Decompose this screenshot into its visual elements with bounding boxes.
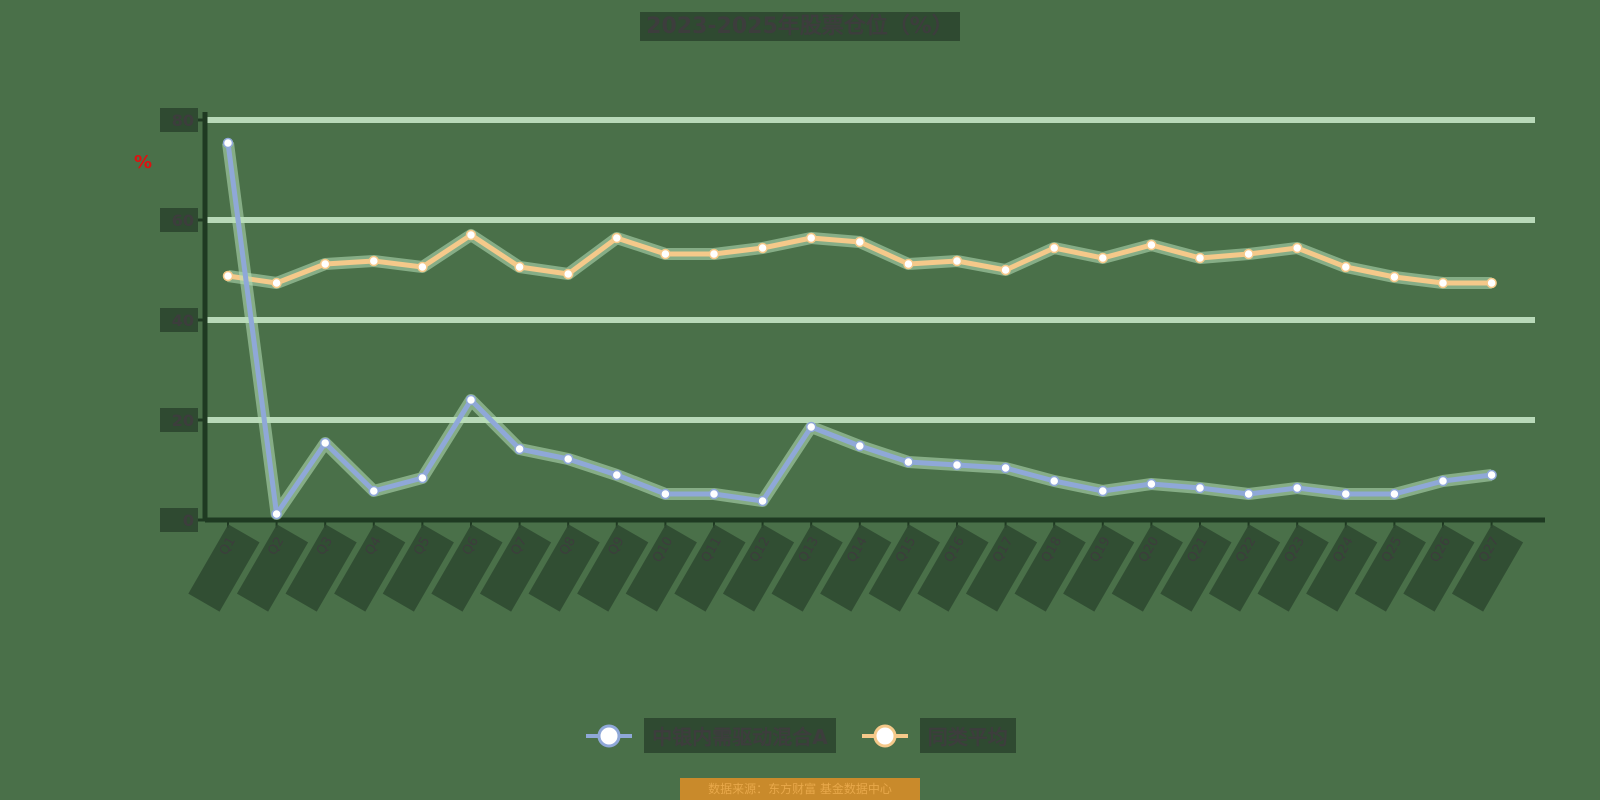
data-point[interactable]	[271, 508, 282, 520]
x-tick-label: Q10	[625, 524, 697, 612]
data-point[interactable]	[757, 495, 768, 507]
data-point[interactable]	[1097, 252, 1109, 264]
legend: 中银内需驱动混合A 同类平均	[0, 718, 1600, 753]
data-point[interactable]	[611, 232, 623, 244]
data-source-footer: 数据来源：东方财富 基金数据中心	[680, 778, 920, 800]
x-tick-label: Q1	[188, 524, 260, 612]
y-tick-label: 20	[172, 411, 194, 430]
legend-marker-average-icon	[861, 724, 908, 747]
data-point[interactable]	[514, 443, 525, 455]
x-tick-label: Q16	[917, 524, 989, 612]
data-point[interactable]	[854, 236, 866, 248]
data-point[interactable]	[1000, 264, 1011, 276]
data-point[interactable]	[1146, 239, 1157, 251]
chart-title-text: 2023-2025年股票仓位（%）	[640, 12, 960, 41]
data-point[interactable]	[222, 137, 234, 149]
data-point[interactable]	[1048, 475, 1060, 487]
data-point[interactable]	[805, 232, 817, 244]
data-point[interactable]	[660, 488, 671, 500]
data-point[interactable]	[1048, 242, 1060, 254]
y-unit-mark: %	[134, 152, 152, 173]
data-point[interactable]	[222, 270, 234, 282]
data-point[interactable]	[562, 453, 574, 465]
y-tick-label: 40	[172, 311, 194, 330]
data-point[interactable]	[708, 488, 720, 500]
data-point[interactable]	[1194, 252, 1206, 264]
data-point[interactable]	[660, 248, 671, 260]
data-point[interactable]	[611, 469, 623, 481]
data-point[interactable]	[1340, 488, 1352, 500]
data-point[interactable]	[708, 248, 720, 260]
data-point[interactable]	[417, 472, 428, 484]
data-point[interactable]	[514, 261, 525, 273]
data-point[interactable]	[368, 255, 380, 267]
data-point[interactable]	[951, 459, 963, 471]
legend-item-fund[interactable]: 中银内需驱动混合A	[584, 718, 836, 753]
data-point[interactable]	[1291, 482, 1303, 494]
data-point[interactable]	[1486, 469, 1497, 481]
data-point[interactable]	[417, 261, 428, 273]
data-point[interactable]	[1243, 488, 1254, 500]
data-point[interactable]	[1437, 475, 1449, 487]
x-tick-label: Q21	[1160, 524, 1232, 612]
legend-marker-fund-icon	[586, 724, 633, 747]
data-point[interactable]	[1486, 277, 1497, 289]
y-tick-label: 0	[183, 511, 194, 530]
data-point[interactable]	[465, 229, 477, 241]
x-tick-label: Q27	[1451, 524, 1524, 612]
series-line-0	[225, 142, 1492, 517]
x-tick-label: Q23	[1257, 524, 1329, 612]
data-point[interactable]	[1437, 277, 1449, 289]
data-point[interactable]	[271, 277, 282, 289]
data-point[interactable]	[465, 394, 477, 406]
data-point[interactable]	[1389, 271, 1400, 283]
data-point[interactable]	[757, 242, 768, 254]
data-point[interactable]	[1000, 462, 1011, 474]
data-point[interactable]	[1291, 242, 1303, 254]
x-tick-label: Q9	[577, 524, 649, 612]
x-tick-label: Q22	[1208, 524, 1281, 612]
data-point[interactable]	[903, 456, 914, 468]
data-point[interactable]	[1146, 478, 1157, 490]
y-tick-label: 80	[172, 111, 194, 130]
data-point[interactable]	[854, 440, 866, 452]
legend-label-fund: 中银内需驱动混合A	[644, 718, 836, 753]
data-point[interactable]	[1389, 488, 1400, 500]
data-point[interactable]	[319, 437, 331, 449]
legend-item-average[interactable]: 同类平均	[860, 718, 1016, 753]
data-point[interactable]	[1097, 485, 1109, 497]
chart-title: 2023-2025年股票仓位（%）	[0, 8, 1600, 41]
x-tick-label: Q7	[479, 524, 552, 612]
data-point[interactable]	[1243, 248, 1254, 260]
x-tick-label: Q4	[334, 524, 406, 612]
x-tick-label: Q6	[431, 524, 503, 612]
x-tick-label: Q2	[236, 524, 309, 612]
data-point[interactable]	[368, 485, 380, 497]
legend-label-average: 同类平均	[919, 718, 1016, 753]
data-point[interactable]	[1340, 261, 1352, 273]
x-tick-label: Q8	[528, 524, 600, 612]
x-tick-label: Q5	[382, 524, 454, 612]
data-point[interactable]	[319, 258, 331, 270]
data-point[interactable]	[903, 258, 914, 270]
y-tick-label: 60	[172, 211, 194, 230]
data-point[interactable]	[1194, 482, 1206, 494]
data-point[interactable]	[951, 255, 963, 267]
data-point[interactable]	[562, 268, 574, 280]
x-tick-label: Q3	[285, 524, 357, 612]
data-point[interactable]	[805, 421, 817, 433]
